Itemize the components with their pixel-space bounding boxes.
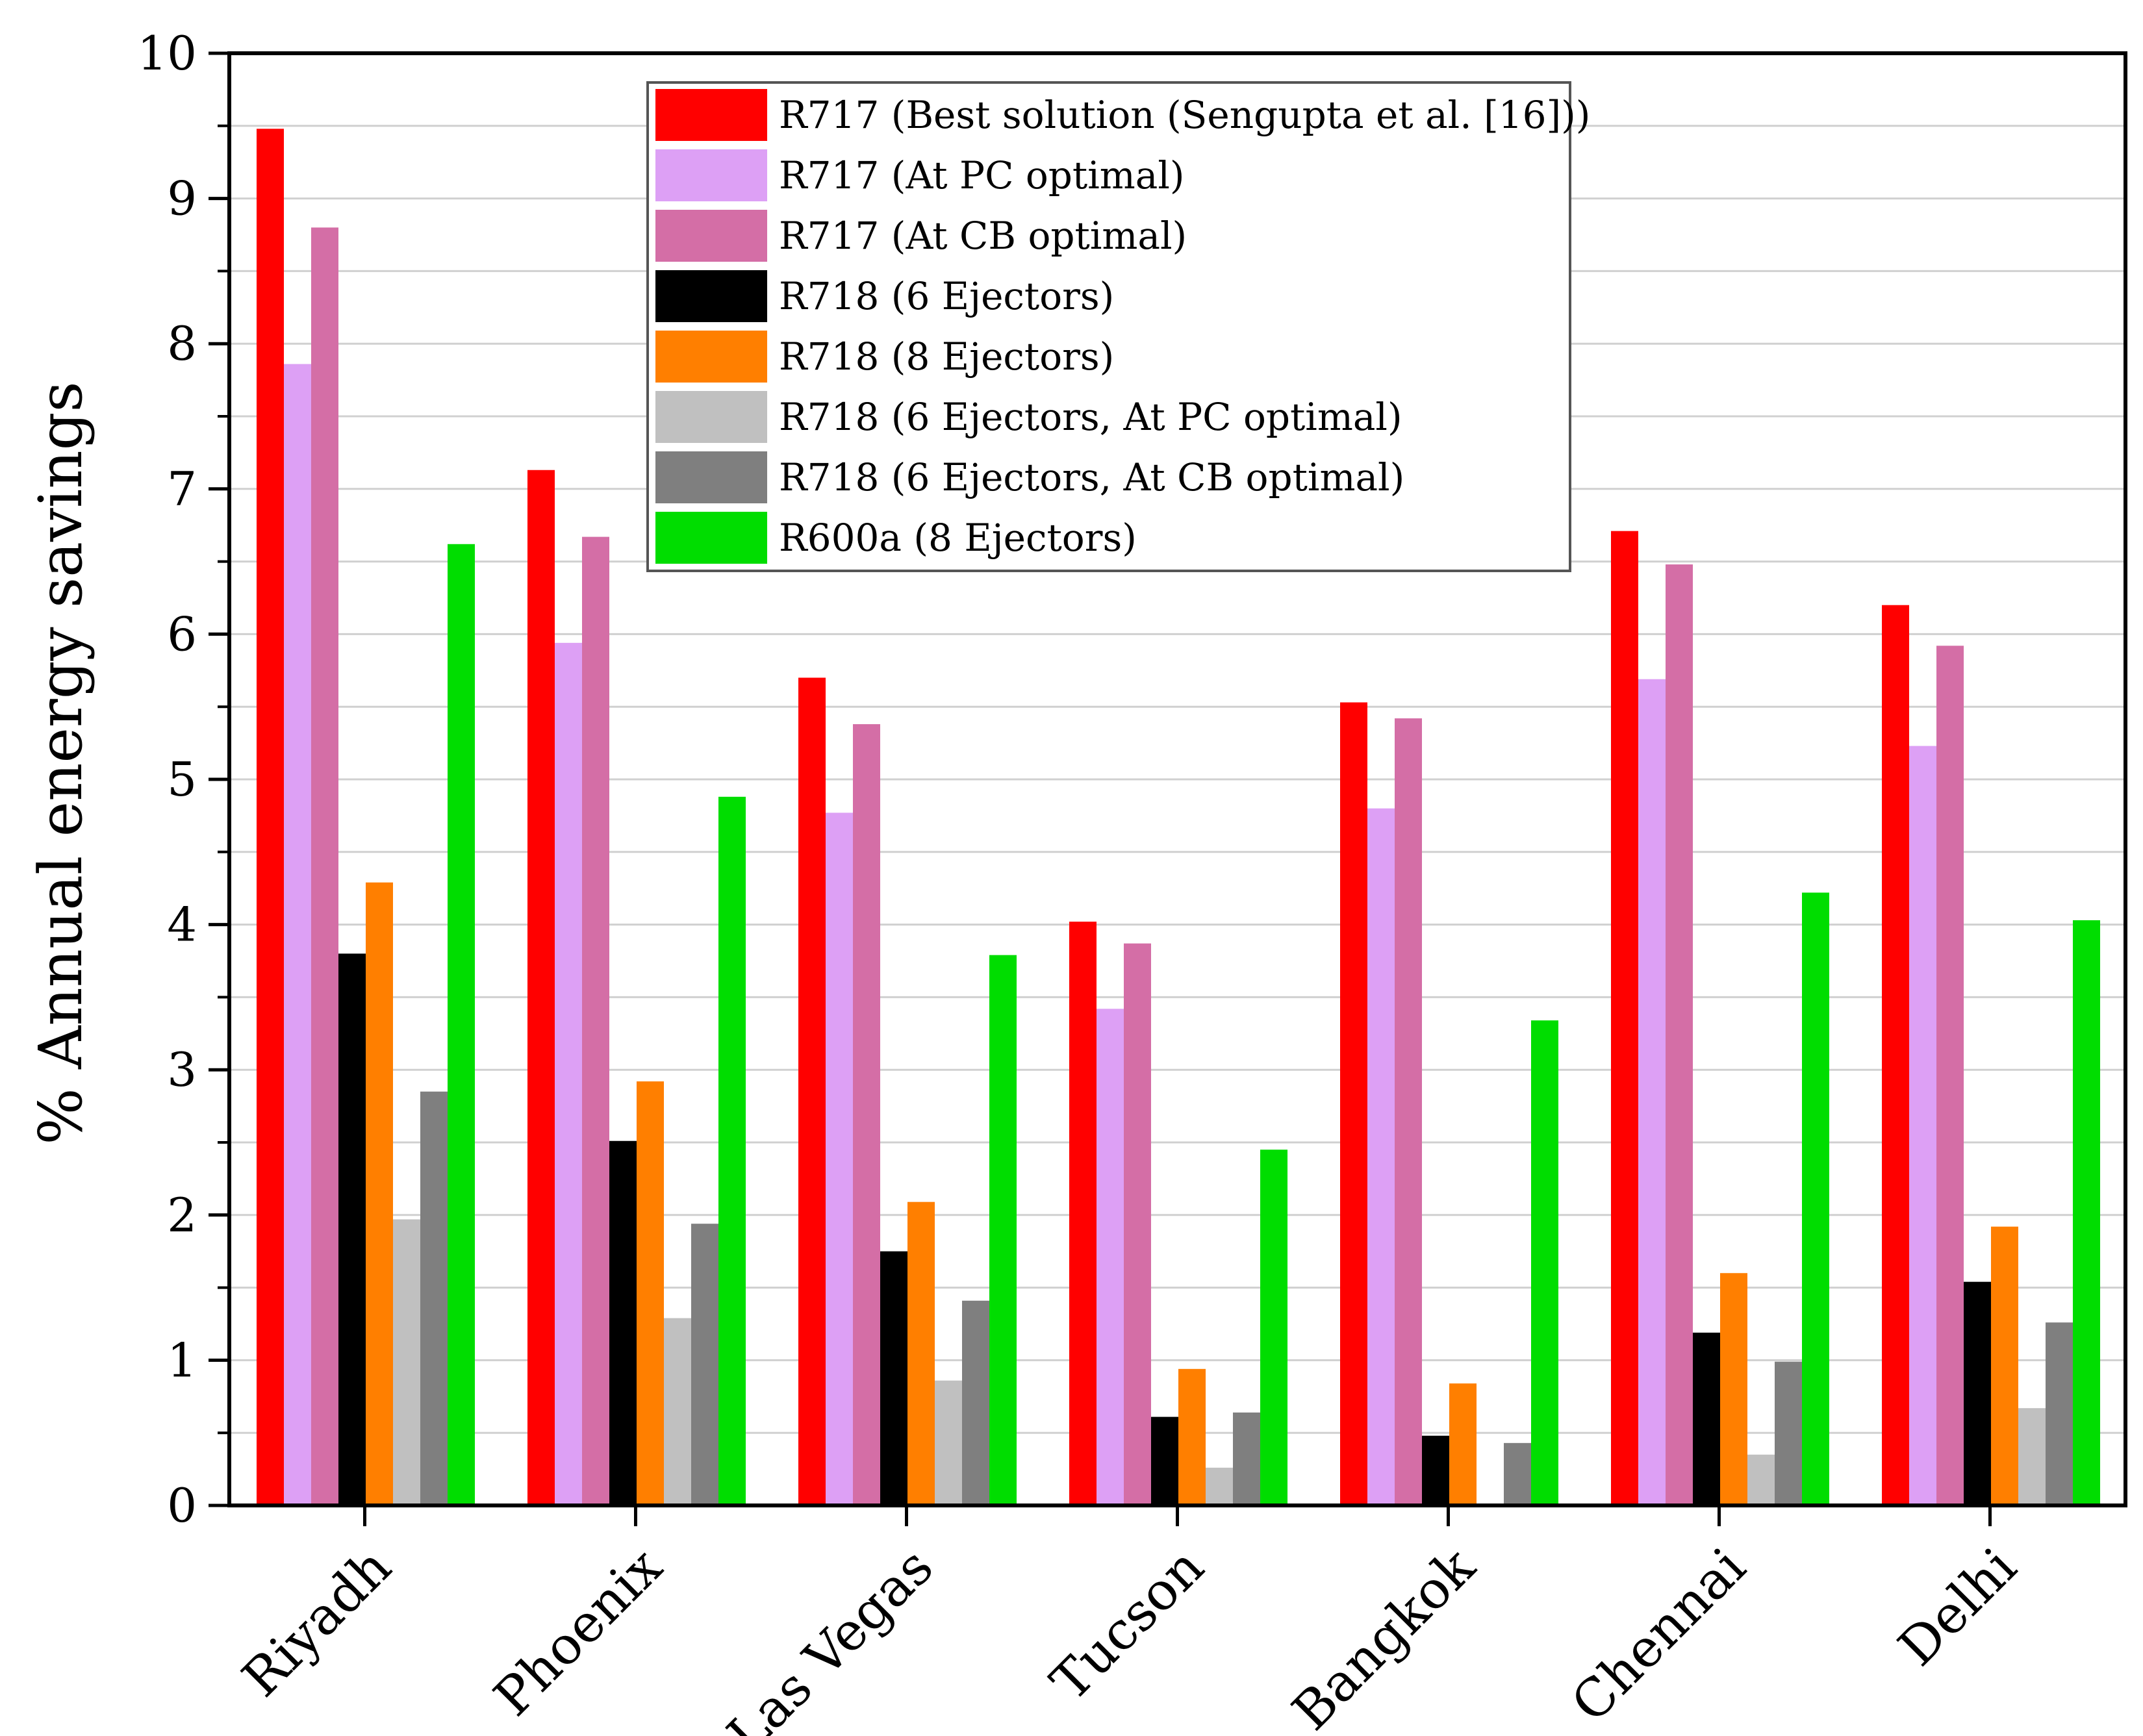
bar-tucson-1 bbox=[1097, 1009, 1124, 1505]
legend-swatch-2 bbox=[655, 210, 767, 262]
x-tick-label-riyadh: Riyadh bbox=[231, 1537, 403, 1709]
legend-swatch-6 bbox=[655, 451, 767, 503]
legend-box bbox=[646, 81, 1571, 572]
bar-phoenix-7 bbox=[718, 796, 746, 1505]
bar-delhi-2 bbox=[1936, 646, 1964, 1505]
bar-tucson-3 bbox=[1151, 1416, 1178, 1505]
y-tick-label: 9 bbox=[167, 171, 197, 226]
bar-tucson-2 bbox=[1124, 943, 1151, 1505]
bar-riyadh-5 bbox=[393, 1219, 420, 1505]
bar-riyadh-1 bbox=[284, 364, 311, 1505]
y-tick-label: 10 bbox=[137, 26, 197, 81]
bar-riyadh-0 bbox=[257, 129, 284, 1506]
bar-chennai-4 bbox=[1720, 1273, 1747, 1505]
bar-delhi-3 bbox=[1964, 1281, 1991, 1505]
legend-label-1: R717 (At PC optimal) bbox=[779, 153, 1185, 197]
y-tick-label: 6 bbox=[167, 607, 197, 661]
legend-swatch-1 bbox=[655, 149, 767, 201]
y-tick-label: 2 bbox=[167, 1188, 197, 1242]
y-axis-title: % Annual energy savings bbox=[26, 381, 95, 1144]
bar-phoenix-3 bbox=[609, 1140, 637, 1505]
x-tick-label-phoenix: Phoenix bbox=[483, 1537, 674, 1728]
legend-label-3: R718 (6 Ejectors) bbox=[779, 274, 1114, 318]
bar-las-vegas-6 bbox=[962, 1300, 989, 1505]
bar-tucson-5 bbox=[1206, 1467, 1233, 1505]
x-tick-label-tucson: Tucson bbox=[1039, 1537, 1215, 1713]
bar-bangkok-1 bbox=[1367, 808, 1395, 1505]
bar-las-vegas-7 bbox=[989, 955, 1017, 1505]
bar-delhi-6 bbox=[2046, 1322, 2073, 1505]
bar-las-vegas-0 bbox=[798, 677, 826, 1505]
y-tick-label: 4 bbox=[167, 898, 197, 952]
bar-bangkok-6 bbox=[1504, 1442, 1531, 1505]
legend: R717 (Best solution (Sengupta et al. [16… bbox=[646, 81, 1590, 572]
bar-chennai-2 bbox=[1666, 564, 1693, 1505]
bar-delhi-1 bbox=[1909, 746, 1936, 1505]
bar-riyadh-7 bbox=[448, 544, 475, 1505]
legend-swatch-3 bbox=[655, 270, 767, 322]
bar-tucson-6 bbox=[1233, 1412, 1260, 1505]
bar-bangkok-3 bbox=[1422, 1435, 1449, 1505]
legend-label-2: R717 (At CB optimal) bbox=[779, 214, 1187, 258]
y-tick-label: 3 bbox=[167, 1042, 197, 1097]
bar-chennai-7 bbox=[1802, 892, 1829, 1505]
bar-bangkok-0 bbox=[1340, 702, 1367, 1505]
x-tick-label-bangkok: Bangkok bbox=[1281, 1536, 1487, 1736]
legend-swatch-5 bbox=[655, 391, 767, 443]
bar-las-vegas-4 bbox=[907, 1201, 935, 1505]
bar-delhi-4 bbox=[1991, 1226, 2018, 1505]
bar-chennai-5 bbox=[1747, 1454, 1775, 1505]
bar-las-vegas-5 bbox=[935, 1380, 962, 1505]
legend-label-6: R718 (6 Ejectors, At CB optimal) bbox=[779, 455, 1404, 499]
y-tick-label: 0 bbox=[167, 1478, 197, 1533]
x-tick-label-delhi: Delhi bbox=[1887, 1537, 2028, 1678]
x-tick-label-chennai: Chennai bbox=[1560, 1537, 1757, 1734]
y-tick-label: 8 bbox=[167, 316, 197, 371]
bar-delhi-5 bbox=[2018, 1408, 2046, 1505]
legend-label-4: R718 (8 Ejectors) bbox=[779, 334, 1114, 379]
bar-delhi-7 bbox=[2073, 920, 2100, 1505]
bar-chennai-6 bbox=[1775, 1361, 1802, 1505]
bar-bangkok-7 bbox=[1531, 1020, 1558, 1505]
legend-label-0: R717 (Best solution (Sengupta et al. [16… bbox=[779, 93, 1590, 137]
bar-bangkok-2 bbox=[1395, 718, 1422, 1505]
bar-phoenix-6 bbox=[691, 1224, 718, 1505]
bar-phoenix-1 bbox=[555, 642, 582, 1506]
bar-phoenix-5 bbox=[664, 1318, 691, 1505]
legend-swatch-7 bbox=[655, 512, 767, 564]
bar-riyadh-6 bbox=[420, 1091, 448, 1505]
bars bbox=[257, 129, 2100, 1506]
y-tick-label: 1 bbox=[167, 1333, 197, 1387]
bar-delhi-0 bbox=[1882, 605, 1909, 1506]
bar-tucson-4 bbox=[1178, 1368, 1206, 1505]
bar-las-vegas-2 bbox=[853, 724, 880, 1505]
bar-las-vegas-3 bbox=[880, 1251, 907, 1505]
bar-riyadh-2 bbox=[311, 227, 338, 1505]
y-tick-label: 5 bbox=[167, 752, 197, 807]
bar-chennai-3 bbox=[1693, 1332, 1720, 1505]
x-tick-label-las-vegas: Las Vegas bbox=[716, 1537, 945, 1736]
legend-swatch-4 bbox=[655, 331, 767, 383]
bar-phoenix-4 bbox=[637, 1081, 664, 1505]
bar-phoenix-0 bbox=[527, 470, 555, 1506]
legend-label-5: R718 (6 Ejectors, At PC optimal) bbox=[779, 395, 1402, 439]
bar-riyadh-3 bbox=[338, 953, 366, 1505]
bar-las-vegas-1 bbox=[826, 812, 853, 1505]
bar-riyadh-4 bbox=[366, 882, 393, 1505]
legend-swatch-0 bbox=[655, 89, 767, 141]
y-tick-label: 7 bbox=[167, 462, 197, 516]
bar-chennai-0 bbox=[1611, 531, 1638, 1505]
bar-bangkok-4 bbox=[1449, 1383, 1477, 1505]
bar-tucson-0 bbox=[1069, 922, 1097, 1505]
bar-phoenix-2 bbox=[582, 536, 609, 1505]
bar-tucson-7 bbox=[1260, 1150, 1287, 1505]
legend-label-7: R600a (8 Ejectors) bbox=[779, 516, 1137, 560]
bar-chennai-1 bbox=[1638, 679, 1666, 1505]
